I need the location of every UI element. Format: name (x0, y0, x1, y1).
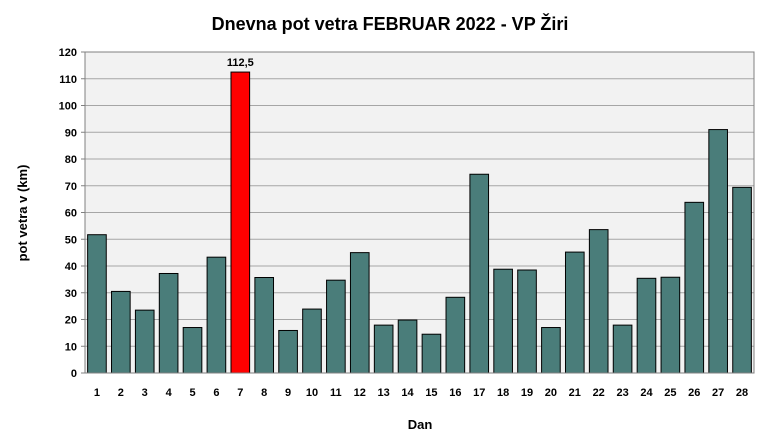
x-tick-label: 16 (449, 387, 461, 399)
y-tick-label: 90 (65, 127, 77, 139)
bar (397, 319, 418, 374)
bar (517, 269, 537, 374)
bar (111, 290, 131, 374)
y-tick-label: 110 (59, 74, 77, 86)
bar (134, 309, 155, 374)
x-tick-label: 7 (237, 387, 243, 399)
bar (302, 308, 322, 374)
bar (206, 256, 227, 374)
x-tick-label: 26 (688, 387, 700, 399)
y-tick-label: 10 (65, 341, 77, 353)
bar (708, 129, 728, 374)
bar (660, 276, 681, 374)
x-axis-label: Dan (408, 417, 433, 432)
x-tick-label: 15 (425, 387, 437, 399)
y-tick-label: 50 (65, 234, 77, 246)
bar (326, 279, 346, 374)
x-tick-label: 21 (569, 387, 581, 399)
y-tick-label: 30 (65, 288, 77, 300)
bar (254, 277, 275, 374)
x-tick-label: 24 (640, 387, 653, 399)
x-tick-label: 1 (94, 387, 100, 399)
x-tick-label: 2 (118, 387, 124, 399)
bar (564, 251, 585, 374)
x-tick-label: 12 (354, 387, 366, 399)
y-axis-ticks: 0 10 20 30 40 50 60 70 80 90 100 110 120 (59, 47, 85, 380)
bar (278, 329, 298, 374)
bar (182, 327, 203, 374)
chart-title: Dnevna pot vetra FEBRUAR 2022 - VP Žiri (212, 13, 569, 34)
x-tick-label: 17 (473, 387, 485, 399)
x-tick-label: 10 (306, 387, 318, 399)
x-tick-label: 6 (213, 387, 219, 399)
x-tick-label: 25 (664, 387, 676, 399)
x-tick-label: 28 (736, 387, 748, 399)
x-tick-label: 27 (712, 387, 724, 399)
x-tick-label: 13 (378, 387, 390, 399)
bar (158, 272, 179, 374)
x-axis-ticks: 1 2 3 4 5 6 7 8 9 10 11 12 13 14 15 16 17 18 19 20 21 22 23 24 2… (94, 387, 748, 399)
bar (230, 71, 251, 374)
bar (349, 252, 370, 374)
data-label: 112,5 (227, 57, 254, 69)
x-tick-label: 18 (497, 387, 509, 399)
bar (636, 277, 657, 374)
x-tick-label: 3 (142, 387, 148, 399)
gridlines (85, 51, 754, 374)
plot-area: 112,5 (84, 51, 755, 374)
x-tick-label: 14 (401, 387, 414, 399)
bar (87, 234, 107, 374)
y-tick-label: 100 (59, 101, 77, 113)
bar (684, 201, 705, 374)
bar (373, 324, 394, 374)
bar (541, 327, 561, 374)
x-tick-label: 5 (189, 387, 195, 399)
y-axis-label: pot vetra v (km) (15, 165, 30, 262)
x-tick-label: 23 (616, 387, 628, 399)
bar (732, 186, 752, 374)
bar (493, 268, 513, 374)
bar (469, 173, 490, 374)
y-tick-label: 20 (65, 315, 77, 327)
y-tick-label: 40 (65, 261, 77, 273)
x-tick-label: 22 (593, 387, 605, 399)
x-tick-label: 11 (330, 387, 342, 399)
bar (421, 333, 442, 374)
x-tick-label: 19 (521, 387, 533, 399)
y-tick-label: 0 (71, 368, 77, 380)
y-tick-label: 80 (65, 154, 77, 166)
bars (87, 71, 752, 374)
y-tick-label: 60 (65, 208, 77, 220)
x-tick-label: 20 (545, 387, 557, 399)
data-labels: 112,5 (227, 57, 254, 69)
x-tick-label: 8 (261, 387, 267, 399)
x-tick-label: 9 (285, 387, 291, 399)
y-tick-label: 120 (59, 47, 77, 59)
y-tick-label: 70 (65, 181, 77, 193)
bar (588, 229, 609, 374)
x-tick-label: 4 (166, 387, 173, 399)
bar (445, 296, 466, 374)
bar (612, 324, 633, 374)
